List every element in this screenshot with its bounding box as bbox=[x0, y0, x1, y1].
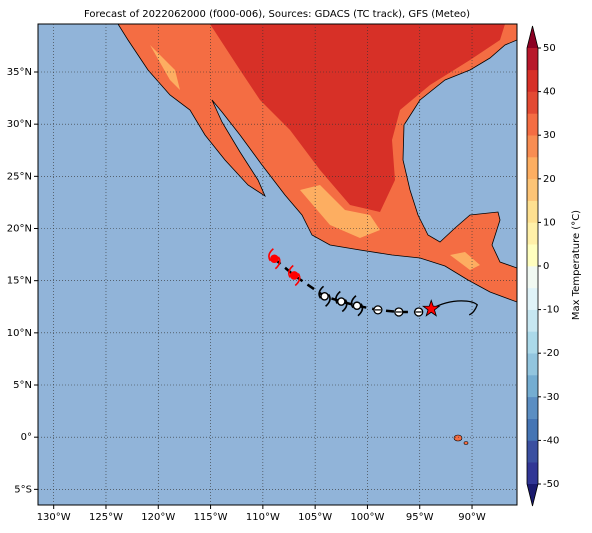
map-frame bbox=[37, 23, 518, 506]
colorbar-tick-label: 30 bbox=[543, 130, 556, 141]
colorbar-band bbox=[527, 266, 538, 289]
colorbar-band bbox=[527, 113, 538, 136]
y-tick-label: 25°N bbox=[7, 171, 32, 182]
colorbar-band bbox=[527, 331, 538, 354]
storm-eye bbox=[352, 301, 362, 311]
colorbar-band bbox=[527, 418, 538, 441]
colorbar-band bbox=[527, 69, 538, 92]
y-tick-label: 15°N bbox=[7, 276, 32, 287]
colorbar-band bbox=[527, 135, 538, 158]
storm-symbol bbox=[268, 248, 281, 270]
colorbar-band bbox=[527, 462, 538, 485]
x-tick-label: 90°W bbox=[458, 512, 486, 523]
x-tick-label: 115°W bbox=[194, 512, 228, 523]
storm-eye bbox=[320, 292, 329, 301]
y-tick-label: 0° bbox=[21, 432, 32, 443]
x-tick-label: 95°W bbox=[406, 512, 434, 523]
island bbox=[463, 441, 469, 445]
colorbar-extend-over bbox=[527, 26, 538, 48]
colorbar-band bbox=[527, 157, 538, 180]
colorbar-band bbox=[527, 309, 538, 332]
y-tick-label: 35°N bbox=[7, 67, 32, 78]
colorbar-tick-label: -20 bbox=[543, 348, 559, 359]
colorbar-band bbox=[527, 91, 538, 114]
storm-symbol bbox=[287, 264, 301, 287]
colorbar-tick-label: -10 bbox=[543, 305, 559, 316]
colorbar-label: Max Temperature (°C) bbox=[571, 210, 582, 320]
colorbar-band bbox=[527, 48, 538, 71]
colorbar-tick-label: 0 bbox=[543, 261, 549, 272]
colorbar-tick-label: -30 bbox=[543, 392, 559, 403]
colorbar-band bbox=[527, 178, 538, 201]
current-position bbox=[421, 299, 441, 317]
storm-symbol bbox=[335, 290, 348, 313]
storm-eye bbox=[336, 297, 346, 306]
colorbar-tick-label: 10 bbox=[543, 217, 556, 228]
y-tick-label: 20°N bbox=[7, 224, 32, 235]
colorbar-tick-label: 50 bbox=[543, 43, 556, 54]
storm-eye bbox=[289, 271, 299, 280]
storm-symbol bbox=[318, 285, 331, 307]
storm-symbol bbox=[350, 295, 364, 317]
track-extension bbox=[430, 300, 478, 316]
title: Forecast of 2022062000 (f000-006), Sourc… bbox=[84, 9, 470, 20]
colorbar-band bbox=[527, 375, 538, 398]
hot-interior bbox=[210, 24, 505, 212]
x-tick-label: 100°W bbox=[350, 512, 384, 523]
island bbox=[453, 434, 463, 442]
x-tick-label: 125°W bbox=[89, 512, 123, 523]
colorbar-tick-label: 20 bbox=[543, 174, 556, 185]
x-tick-label: 130°W bbox=[37, 512, 71, 523]
y-tick-label: 5°S bbox=[14, 484, 32, 495]
colorbar-band bbox=[527, 440, 538, 463]
x-tick-label: 110°W bbox=[246, 512, 280, 523]
storm-eye bbox=[270, 254, 279, 264]
x-tick-label: 105°W bbox=[298, 512, 332, 523]
colorbar-band bbox=[527, 396, 538, 419]
colorbar-band bbox=[527, 222, 538, 245]
colorbar-tick-label: -50 bbox=[543, 479, 559, 490]
colorbar-tick-label: -40 bbox=[543, 435, 559, 446]
x-tick-label: 120°W bbox=[141, 512, 175, 523]
land bbox=[117, 24, 517, 445]
colorbar-band bbox=[527, 353, 538, 376]
colorbar-extend-under bbox=[527, 484, 538, 506]
y-tick-label: 10°N bbox=[7, 328, 32, 339]
y-tick-label: 5°N bbox=[13, 380, 32, 391]
colorbar-band bbox=[527, 200, 538, 223]
colorbar-band bbox=[527, 287, 538, 310]
y-tick-label: 30°N bbox=[7, 119, 32, 130]
colorbar-tick-label: 40 bbox=[543, 87, 556, 98]
colorbar-band bbox=[527, 244, 538, 267]
